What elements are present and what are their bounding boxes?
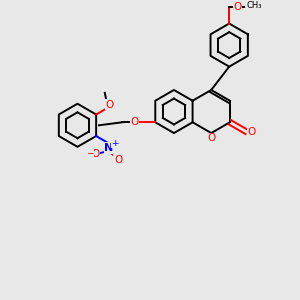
Text: O: O xyxy=(114,155,122,165)
Text: O: O xyxy=(105,100,113,110)
Text: O: O xyxy=(207,134,215,143)
Text: O: O xyxy=(247,127,255,137)
Text: O: O xyxy=(233,2,242,12)
Text: +: + xyxy=(111,139,118,148)
Text: −: − xyxy=(86,148,94,157)
Text: O: O xyxy=(92,149,100,159)
Text: N: N xyxy=(104,143,114,153)
Text: CH₃: CH₃ xyxy=(246,1,262,10)
Text: O: O xyxy=(130,117,139,127)
